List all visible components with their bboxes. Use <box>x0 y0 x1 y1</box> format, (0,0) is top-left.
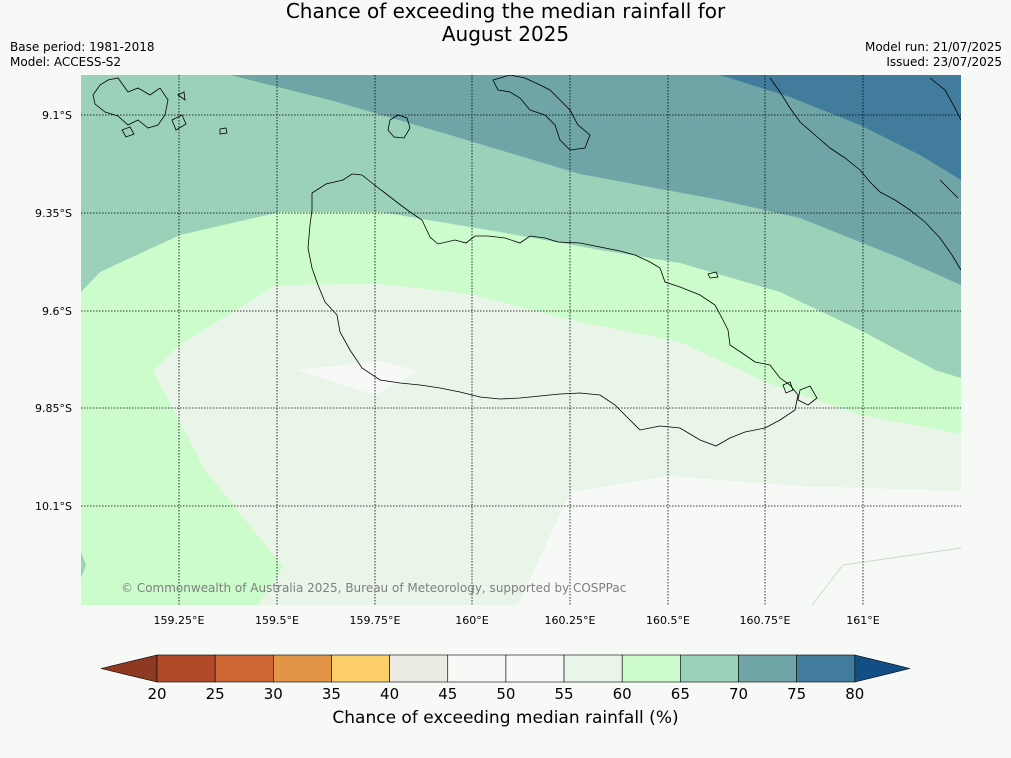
lat-label: 9.35°S <box>35 207 72 220</box>
model-run-text: Model run: 21/07/2025 <box>864 40 1002 54</box>
colorbar-tick-label: 35 <box>322 685 341 703</box>
colorbar-tick-label: 40 <box>380 685 399 703</box>
colorbar-segment <box>272 654 332 683</box>
colorbar-high-extend <box>854 654 911 683</box>
colorbar-tick-label: 20 <box>147 685 166 703</box>
colorbar-tick-label: 60 <box>613 685 632 703</box>
contour-line <box>811 547 961 605</box>
zone-patch-left <box>81 552 86 578</box>
colorbar-segment <box>331 654 390 683</box>
lon-label: 159.75°E <box>350 614 401 627</box>
lat-label: 9.1°S <box>42 109 72 122</box>
colorbar-tick-label: 25 <box>206 685 225 703</box>
zone-75-80 <box>720 75 961 180</box>
colorbar-low-extend <box>100 654 158 683</box>
zone-50-55 <box>518 476 961 605</box>
colorbar-label: Chance of exceeding median rainfall (%) <box>332 708 679 728</box>
colorbar-segment <box>389 654 449 683</box>
meta-left: Base period: 1981-2018 Model: ACCESS-S2 <box>10 40 155 70</box>
copyright-text: © Commonwealth of Australia 2025, Bureau… <box>121 581 626 595</box>
lon-label: 160.5°E <box>646 614 690 627</box>
colorbar-tick-label: 45 <box>438 685 457 703</box>
zone-70-75 <box>230 75 961 285</box>
lon-label: 159.5°E <box>255 614 299 627</box>
issued-text: Issued: 23/07/2025 <box>886 55 1002 69</box>
guadalcanal-coast <box>307 173 799 447</box>
model-text: Model: ACCESS-S2 <box>10 55 122 69</box>
colorbar-segment <box>680 654 739 683</box>
lon-labels: 159.25°E 159.5°E 159.75°E 160°E 160.25°E 160.… <box>154 614 880 627</box>
colorbar-segment <box>156 654 216 683</box>
colorbar-segment <box>621 654 681 683</box>
lon-label: 160.75°E <box>740 614 791 627</box>
colorbar-tick-label: 65 <box>671 685 690 703</box>
colorbar-tick-label: 55 <box>555 685 574 703</box>
lon-label: 159.25°E <box>154 614 205 627</box>
gridlines <box>81 75 961 605</box>
lat-label: 9.6°S <box>42 305 72 318</box>
colorbar: 20 25 30 35 40 45 50 55 60 65 70 75 80 <box>100 654 911 703</box>
colorbar-tick-label: 50 <box>496 685 515 703</box>
colorbar-tick-label: 80 <box>845 685 864 703</box>
title-line-2: August 2025 <box>441 22 570 46</box>
lon-label: 160.25°E <box>545 614 596 627</box>
malaita-coast <box>492 75 591 151</box>
zone-45-50-patch <box>297 361 418 395</box>
lat-labels: 9.1°S 9.35°S 9.6°S 9.85°S 10.1°S <box>35 109 72 513</box>
colorbar-segment <box>447 654 507 683</box>
colorbar-segment <box>738 654 797 683</box>
lon-label: 161°E <box>846 614 879 627</box>
chart-title: Chance of exceeding the median rainfall … <box>0 0 1011 46</box>
colorbar-tick-label: 70 <box>729 685 748 703</box>
title-line-1: Chance of exceeding the median rainfall … <box>285 0 726 23</box>
colorbar-segment <box>214 654 274 683</box>
lat-label: 10.1°S <box>35 500 72 513</box>
colorbar-segment <box>505 654 565 683</box>
colorbar-segment <box>796 654 856 683</box>
map-area: © Commonwealth of Australia 2025, Bureau… <box>81 75 961 605</box>
colorbar-tick-label: 30 <box>264 685 283 703</box>
florida-islands-coast <box>92 77 169 129</box>
base-period-text: Base period: 1981-2018 <box>10 40 155 54</box>
lat-label: 9.85°S <box>35 402 72 415</box>
meta-right: Model run: 21/07/2025 Issued: 23/07/2025 <box>865 40 1002 70</box>
savo-island-coast <box>387 114 411 139</box>
colorbar-tick-label: 75 <box>787 685 806 703</box>
colorbar-segment <box>563 654 623 683</box>
lon-label: 160°E <box>455 614 488 627</box>
